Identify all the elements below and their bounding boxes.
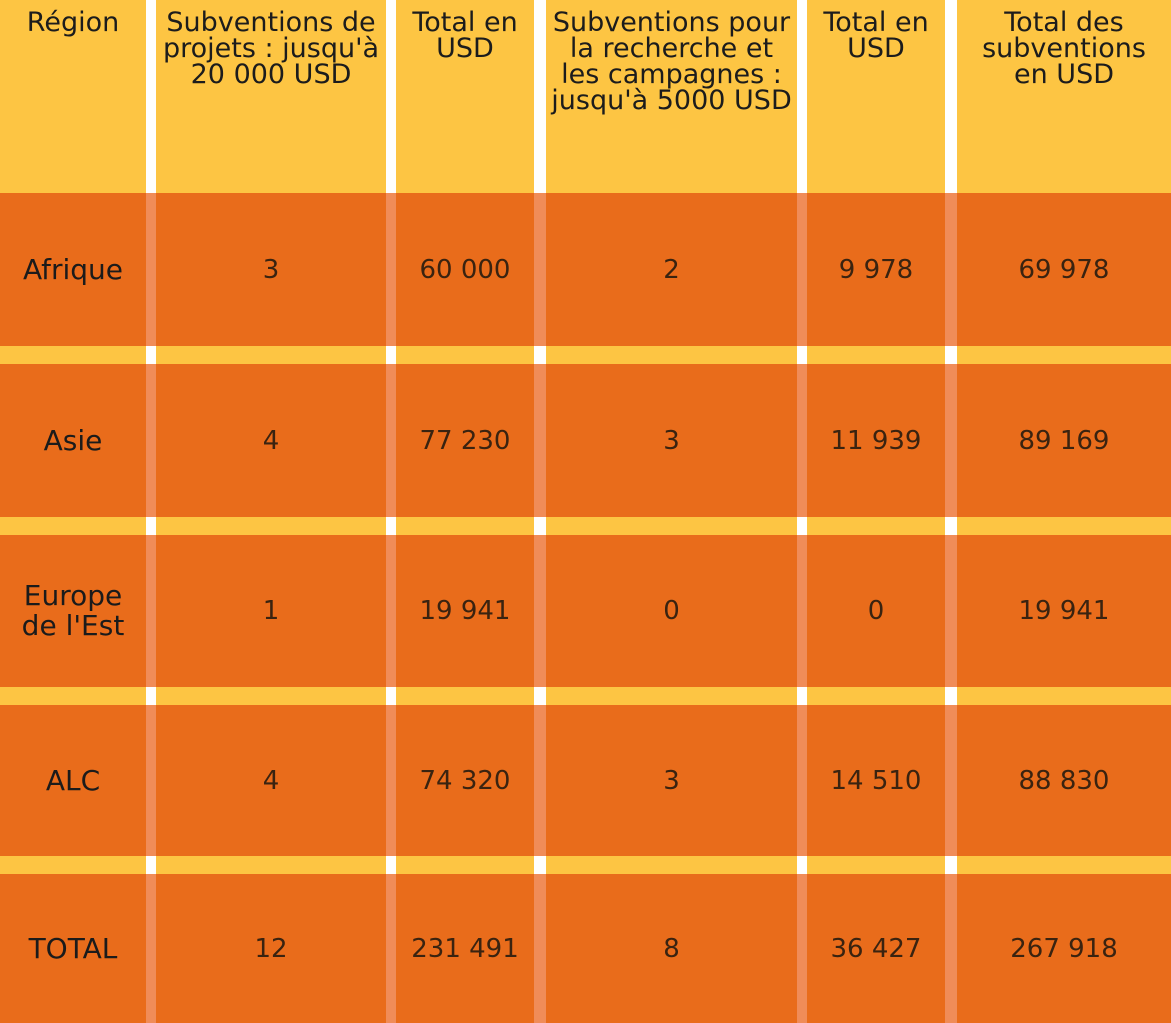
column-separator [386, 364, 396, 517]
column-separator [945, 364, 957, 517]
column-separator [945, 0, 957, 193]
column-separator [386, 193, 396, 346]
row-band [0, 193, 1171, 346]
column-separator [945, 687, 957, 705]
column-separator [534, 193, 546, 346]
column-separator [386, 535, 396, 687]
cell-research-grants: 0 [663, 596, 680, 626]
column-separator [386, 856, 396, 874]
header-research-total: Total en USD [823, 7, 929, 64]
column-separator [797, 364, 807, 517]
column-separator [146, 517, 156, 535]
header-grand-total: Total des subventions en USD [982, 7, 1146, 90]
cell-project-total-total: 231 491 [411, 933, 519, 964]
column-separator [797, 346, 807, 364]
row-gap [0, 346, 1171, 364]
cell-project-total: 60 000 [419, 254, 511, 285]
column-separator [797, 517, 807, 535]
cell-research-total: 0 [867, 596, 885, 626]
column-separator [945, 705, 957, 856]
row-gap [0, 517, 1171, 535]
cell-project-grants: 1 [262, 596, 280, 626]
cell-research-total: 11 939 [830, 425, 922, 456]
column-separator [386, 705, 396, 856]
column-separator [945, 874, 957, 1023]
cell-region: Asie [43, 423, 103, 457]
column-separator [386, 517, 396, 535]
row-band [0, 705, 1171, 856]
column-separator [534, 535, 546, 687]
cell-grand-total: 88 830 [1018, 765, 1110, 796]
column-separator [386, 874, 396, 1023]
cell-research-grants: 3 [663, 765, 680, 796]
cell-region-total: TOTAL [28, 931, 118, 965]
cell-project-grants: 4 [262, 765, 280, 796]
column-separator [386, 346, 396, 364]
column-separator [386, 687, 396, 705]
column-separator [146, 874, 156, 1023]
column-separator [534, 346, 546, 364]
column-separator [534, 364, 546, 517]
cell-project-total: 19 941 [419, 596, 511, 626]
cell-project-grants-total: 12 [254, 933, 288, 964]
column-separator [146, 364, 156, 517]
column-separator [146, 705, 156, 856]
column-separator [146, 346, 156, 364]
column-separator [534, 517, 546, 535]
column-separator [797, 193, 807, 346]
header-research-grants: Subventions pour la recherche et les cam… [551, 7, 792, 116]
column-separator [534, 856, 546, 874]
cell-region: Europe de l'Est [21, 579, 125, 642]
column-separator [146, 535, 156, 687]
column-separator [146, 193, 156, 346]
column-separator [146, 856, 156, 874]
header-project-grants: Subventions de projets : jusqu'à 20 000 … [162, 7, 380, 90]
header-region: Région [26, 7, 120, 38]
cell-research-grants: 3 [663, 425, 680, 456]
cell-project-total: 74 320 [419, 765, 511, 796]
column-separator [797, 705, 807, 856]
column-separator [534, 705, 546, 856]
cell-research-grants: 2 [663, 254, 680, 285]
cell-research-total-total: 36 427 [830, 933, 922, 964]
cell-research-grants-total: 8 [663, 933, 680, 964]
column-separator [797, 535, 807, 687]
header-project-total: Total en USD [412, 7, 518, 64]
cell-research-total: 9 978 [838, 254, 914, 285]
column-separator [945, 856, 957, 874]
column-separator [945, 193, 957, 346]
cell-grand-total: 19 941 [1018, 596, 1110, 626]
cell-grand-total: 89 169 [1018, 425, 1110, 456]
column-separator [534, 687, 546, 705]
column-separator [797, 687, 807, 705]
cell-project-grants: 3 [262, 254, 280, 285]
column-separator [797, 856, 807, 874]
cell-grand-total-total: 267 918 [1010, 933, 1118, 964]
row-band [0, 535, 1171, 687]
column-separator [146, 687, 156, 705]
column-separator [386, 0, 396, 193]
column-separator [945, 535, 957, 687]
row-gap [0, 856, 1171, 874]
cell-research-total: 14 510 [830, 765, 922, 796]
column-separator [534, 0, 546, 193]
row-band [0, 874, 1171, 1023]
column-separator [534, 874, 546, 1023]
column-separator [797, 874, 807, 1023]
column-separator [146, 0, 156, 193]
column-separator [945, 346, 957, 364]
row-band [0, 364, 1171, 517]
column-separator [945, 517, 957, 535]
cell-project-grants: 4 [262, 425, 280, 456]
cell-region: Afrique [22, 252, 124, 286]
header-band [0, 0, 1171, 193]
cell-project-total: 77 230 [419, 425, 511, 456]
row-gap [0, 687, 1171, 705]
column-separator [797, 0, 807, 193]
cell-region: ALC [45, 763, 101, 797]
cell-grand-total: 69 978 [1018, 254, 1110, 285]
